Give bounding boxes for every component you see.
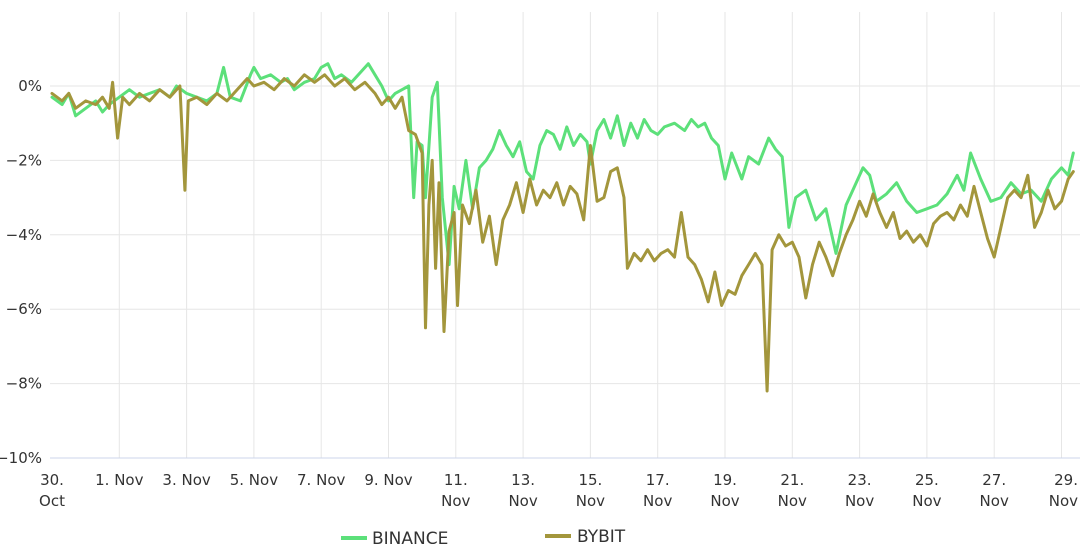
y-axis-ticks: 0% −2% −4% −6% −8% −10% [0,77,42,467]
x-tick-label: 3. Nov [162,471,210,489]
series-lines [50,62,1075,393]
x-tick-label: 30. [40,471,64,489]
y-tick-label: −8% [6,375,42,393]
x-tick-label-line2: Nov [845,492,874,510]
x-tick-label-line2: Nov [576,492,605,510]
x-tick-label-line2: Oct [39,492,65,510]
x-tick-label: 15. [578,471,602,489]
x-tick-label: 21. [780,471,804,489]
x-tick-label-line2: Nov [980,492,1009,510]
x-tick-label: 19. [713,471,737,489]
legend-label-bybit: BYBIT [577,527,626,547]
x-tick-label: 25. [915,471,939,489]
x-tick-label-line2: Nov [1049,492,1078,510]
series-line-bybit [50,73,1075,393]
x-tick-label: 9. Nov [364,471,412,489]
x-tick-label: 1. Nov [95,471,143,489]
legend-item-bybit[interactable]: BYBIT [545,527,626,547]
y-tick-label: −4% [6,226,42,244]
y-tick-label: −6% [6,300,42,318]
legend-label-binance: BINANCE [372,529,448,549]
x-tick-label-line2: Nov [778,492,807,510]
y-tick-label: 0% [18,77,42,95]
x-axis-ticks: 30. Oct 1. Nov 3. Nov 5. Nov 7. Nov 9. Nov 11. N… [39,471,1078,510]
x-tick-label: 17. [646,471,670,489]
x-tick-label-line2: Nov [441,492,470,510]
x-tick-label: 29. [1054,471,1078,489]
x-tick-label-line2: Nov [508,492,537,510]
x-tick-label: 27. [982,471,1006,489]
y-tick-label: −2% [6,151,42,169]
y-tick-label: −10% [0,449,42,467]
x-tick-label-line2: Nov [710,492,739,510]
x-tick-label: 11. [444,471,468,489]
x-tick-label: 5. Nov [230,471,278,489]
legend[interactable]: BINANCE BYBIT [341,527,626,549]
grid [50,12,1080,459]
x-tick-label: 13. [511,471,535,489]
x-tick-label-line2: Nov [912,492,941,510]
x-tick-label: 23. [848,471,872,489]
x-tick-label: 7. Nov [297,471,345,489]
x-tick-label-line2: Nov [643,492,672,510]
legend-item-binance[interactable]: BINANCE [341,529,448,549]
